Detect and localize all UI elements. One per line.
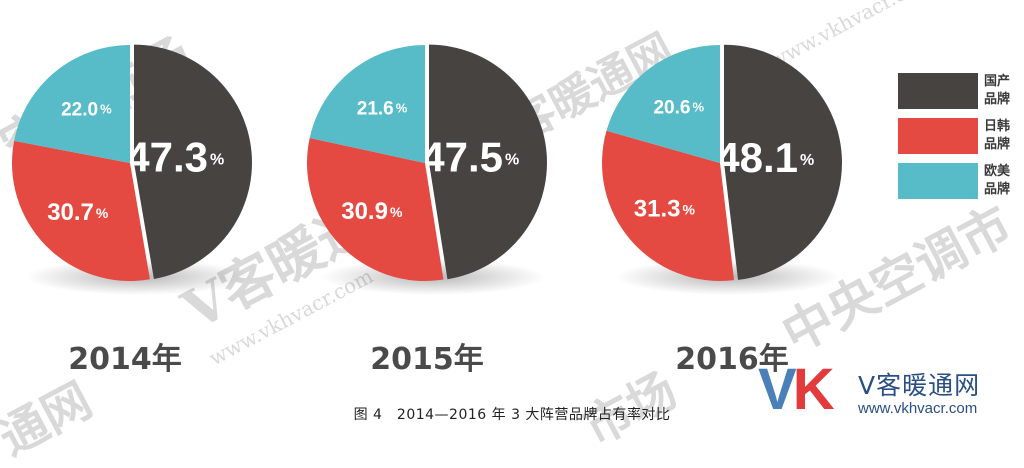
pie-value-label: 30.9%: [341, 199, 403, 226]
pie-value-label: 31.3%: [634, 196, 696, 223]
legend-label: 欧美 品牌: [984, 163, 1014, 199]
legend-swatch: [898, 163, 978, 199]
pie-slice-europe-us: [606, 45, 720, 163]
pie-value-label: 47.5%: [421, 134, 519, 181]
legend-label-line: 日韩: [984, 119, 1011, 134]
legend-label-line: 国产: [984, 74, 1011, 89]
pie-value-label: 30.7%: [47, 200, 109, 227]
logo-letter-v: V: [758, 357, 797, 422]
year-label-2016: 2016年: [675, 342, 789, 377]
legend-item: 日韩 品牌: [898, 118, 1024, 158]
legend-label-line: 品牌: [984, 182, 1011, 197]
logo-letter-k: K: [792, 357, 835, 422]
pie-value-label: 20.6%: [653, 97, 704, 118]
legend-label: 日韩 品牌: [984, 118, 1014, 154]
pie-value-label: 21.6%: [357, 99, 408, 120]
figure-caption: 图 4 2014—2016 年 3 大阵营品牌占有率对比: [353, 407, 671, 423]
pie-slice-domestic: [723, 44, 842, 280]
pie-slice-japan-korea: [12, 140, 150, 281]
site-logo: VK V客暖通网 www.vkhvacr.com: [758, 360, 1020, 426]
logo-mark: VK: [758, 361, 835, 419]
pie-slice-europe-us: [14, 45, 131, 163]
legend-item: 欧美 品牌: [898, 163, 1024, 203]
legend-swatch: [898, 73, 978, 109]
pie-charts: 47.3 % 30.7 % 22.0 % 47.5 % 30.9 % 21.6 % 48.1 % 31.3%…: [12, 44, 842, 295]
pie-slice-japan-korea: [307, 137, 444, 281]
pie-value-label: 47.3%: [126, 134, 224, 181]
logo-name: V客暖通网: [858, 371, 981, 400]
pie-slice-domestic: [133, 44, 252, 279]
pie-value-label: 48.1%: [716, 134, 814, 181]
legend-item: 国产 品牌: [898, 73, 1024, 113]
pie-slice-domestic: [428, 44, 547, 280]
year-label-2014: 2014年: [68, 342, 182, 377]
logo-url: www.vkhvacr.com: [858, 400, 978, 417]
legend-label: 国产 品牌: [984, 73, 1014, 109]
pie-slice-japan-korea: [601, 130, 735, 281]
legend-label-line: 品牌: [984, 137, 1011, 152]
legend-label-line: 品牌: [984, 92, 1011, 107]
legend-label-line: 欧美: [984, 164, 1011, 179]
year-label-2015: 2015年: [370, 342, 484, 377]
legend-swatch: [898, 118, 978, 154]
pie-slice-europe-us: [309, 45, 425, 163]
pie-value-label: 22.0%: [61, 99, 112, 120]
